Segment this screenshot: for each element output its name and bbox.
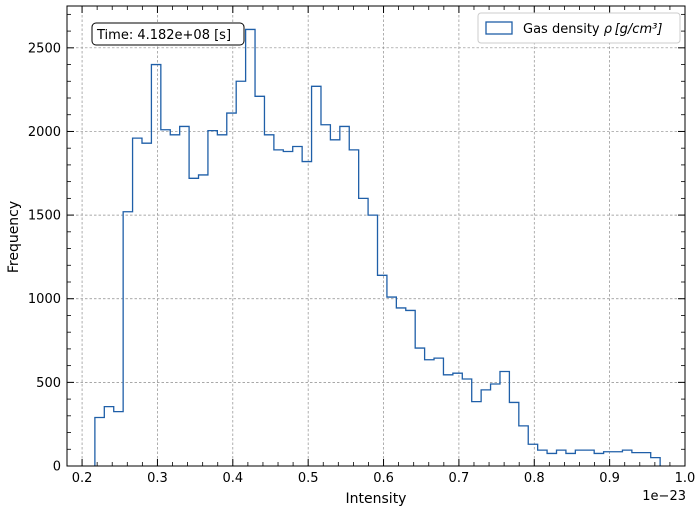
- legend-label-math: ρ [g/cm³]: [604, 22, 663, 37]
- y-tick-label: 1500: [28, 209, 61, 224]
- y-tick-label: 2500: [28, 41, 61, 56]
- legend-label: Gas density ρ [g/cm³]: [523, 22, 662, 37]
- legend-label-prefix: Gas density: [523, 22, 604, 37]
- y-tick-label: 2000: [28, 125, 61, 140]
- histogram-series: [94, 28, 661, 466]
- legend: Gas density ρ [g/cm³]: [477, 12, 681, 44]
- x-tick-label: 0.5: [298, 471, 319, 486]
- legend-frame: [477, 12, 681, 44]
- x-tick-label: 0.6: [373, 471, 394, 486]
- histogram-outline: [94, 28, 661, 466]
- y-tick-label: 0: [53, 460, 61, 475]
- legend-swatch: [485, 21, 513, 35]
- x-tick-label: 1.0: [675, 471, 696, 486]
- grid-lines: [67, 6, 686, 467]
- y-tick-label: 1000: [28, 292, 61, 307]
- x-axis-offset-text: 1e−23: [642, 489, 686, 504]
- x-axis-label: Intensity: [346, 491, 407, 507]
- x-tick-label: 0.2: [72, 471, 93, 486]
- plot-frame: [66, 5, 686, 467]
- axis-ticks: 0.2 0.3 0.4 0.5 0.6 0.7 0.8 0.9 1.0 0 500 1000 1500 2…: [28, 6, 695, 486]
- time-annotation: Time: 4.182e+08 [s]: [91, 22, 245, 46]
- annotation-frame: [91, 22, 245, 46]
- x-tick-label: 0.3: [147, 471, 168, 486]
- x-tick-label: 0.8: [524, 471, 545, 486]
- y-axis-label: Frequency: [6, 201, 22, 273]
- x-tick-label: 0.9: [599, 471, 620, 486]
- x-tick-label: 0.7: [449, 471, 470, 486]
- annotation-text: Time: 4.182e+08 [s]: [96, 28, 231, 43]
- x-tick-label: 0.4: [222, 471, 243, 486]
- y-tick-label: 500: [36, 376, 61, 391]
